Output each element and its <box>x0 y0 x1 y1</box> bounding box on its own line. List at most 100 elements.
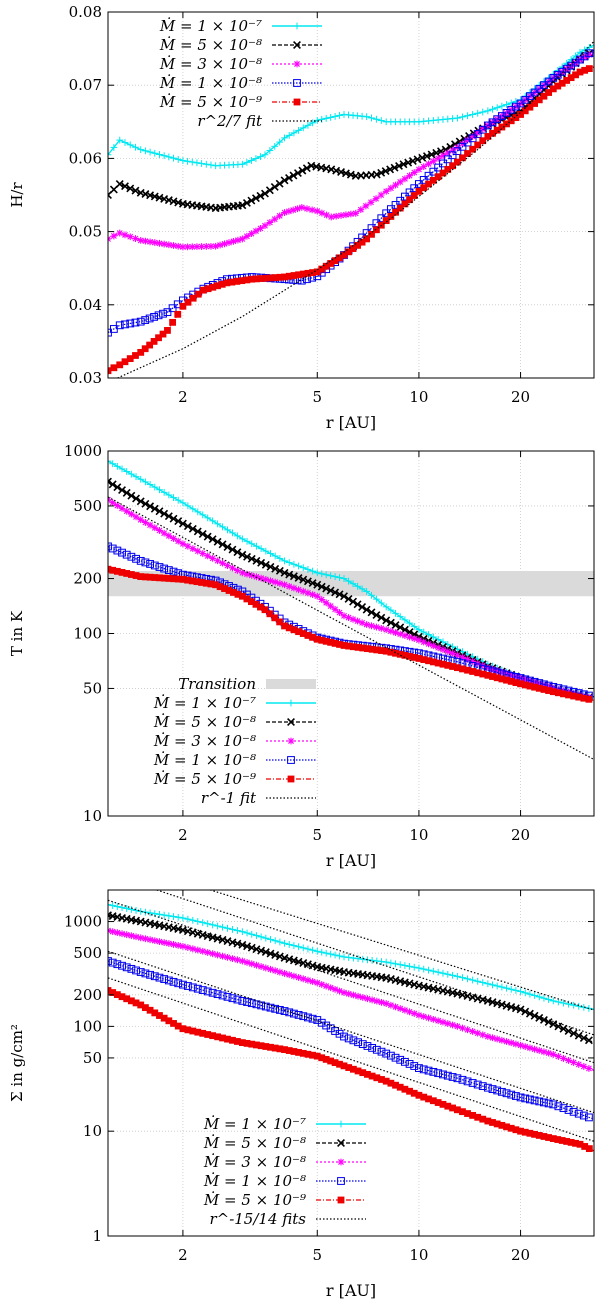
data-point <box>349 991 357 999</box>
data-point <box>322 637 330 645</box>
data-point <box>323 211 330 219</box>
legend-label: Ṁ = 3 × 10⁻⁸ <box>153 732 256 750</box>
data-point <box>155 563 164 571</box>
data-point <box>415 1091 423 1099</box>
data-point <box>151 239 159 246</box>
data-point <box>585 695 593 703</box>
data-point <box>349 615 357 623</box>
data-point <box>391 1053 400 1062</box>
data-point <box>262 1043 270 1050</box>
legend-marker <box>337 1196 345 1204</box>
data-point <box>493 674 501 682</box>
data-point <box>188 983 197 992</box>
data-point <box>248 598 255 606</box>
data-point <box>420 1013 428 1020</box>
data-point <box>289 206 297 214</box>
legend-marker <box>337 1158 345 1166</box>
data-point <box>474 1113 482 1121</box>
legend-marker <box>287 718 295 726</box>
data-point <box>266 1003 275 1012</box>
data-point <box>535 1132 543 1139</box>
data-point <box>444 648 452 655</box>
y-axis-label: H/r <box>8 182 26 208</box>
data-point <box>309 633 317 641</box>
data-point <box>303 205 311 213</box>
data-point <box>275 566 284 575</box>
data-point <box>252 600 260 608</box>
data-point <box>362 202 370 210</box>
data-point <box>243 276 251 284</box>
data-point <box>439 1018 447 1026</box>
data-point <box>313 635 321 643</box>
data-point <box>160 1014 168 1022</box>
data-point <box>189 1027 197 1035</box>
data-point <box>113 991 121 999</box>
data-point <box>299 270 307 278</box>
legend-label: Ṁ = 5 × 10⁻⁹ <box>153 770 256 788</box>
data-point <box>429 167 438 176</box>
data-point <box>243 570 251 578</box>
data-point <box>498 112 506 120</box>
data-point <box>219 559 226 567</box>
data-point <box>289 171 298 180</box>
data-point <box>549 1051 557 1058</box>
data-point <box>126 355 134 363</box>
data-point <box>170 941 177 948</box>
data-point <box>113 567 121 575</box>
data-point <box>395 161 403 170</box>
data-point <box>151 524 159 532</box>
data-point <box>204 552 212 560</box>
data-point <box>535 1047 543 1054</box>
data-point <box>503 1123 510 1131</box>
data-point <box>229 564 236 572</box>
data-point <box>372 1045 381 1054</box>
data-point <box>109 928 117 936</box>
data-point <box>382 1077 390 1085</box>
y-tick-label: 200 <box>73 986 102 1004</box>
data-point <box>184 542 192 550</box>
data-point <box>198 243 206 250</box>
data-point <box>335 590 344 599</box>
data-point <box>572 71 579 79</box>
data-point <box>322 262 330 270</box>
data-point <box>141 316 150 324</box>
data-point <box>478 125 487 134</box>
data-point <box>294 1010 303 1019</box>
data-point <box>183 522 192 531</box>
data-point <box>420 184 428 192</box>
data-point <box>368 996 376 1004</box>
series-5 <box>108 987 594 1153</box>
data-point <box>271 1004 280 1013</box>
data-point <box>221 240 228 248</box>
data-point <box>420 163 428 171</box>
data-point <box>126 184 135 193</box>
data-point <box>363 1042 372 1050</box>
x-tick-label: 10 <box>409 388 428 406</box>
data-point <box>193 527 202 536</box>
data-point <box>184 1026 192 1034</box>
data-point <box>434 173 442 181</box>
data-point <box>137 348 145 356</box>
data-point <box>420 656 428 663</box>
legend-label: Ṁ = 3 × 10⁻⁸ <box>203 1153 306 1171</box>
data-point <box>425 1095 432 1103</box>
data-point <box>382 217 390 225</box>
data-point <box>464 136 471 144</box>
data-point <box>493 1086 502 1095</box>
data-point <box>113 502 121 509</box>
data-point <box>302 164 311 173</box>
data-point <box>252 556 261 565</box>
data-point <box>526 1095 534 1104</box>
data-point <box>585 1065 593 1072</box>
data-point <box>574 1031 583 1040</box>
data-point <box>238 201 247 210</box>
data-point <box>252 1000 261 1009</box>
data-point <box>110 232 118 240</box>
data-point <box>122 550 131 559</box>
data-point <box>575 693 583 701</box>
data-point <box>233 995 242 1004</box>
data-point <box>290 272 298 279</box>
data-point <box>243 998 251 1006</box>
data-point <box>326 1024 335 1033</box>
data-point <box>358 1040 367 1049</box>
